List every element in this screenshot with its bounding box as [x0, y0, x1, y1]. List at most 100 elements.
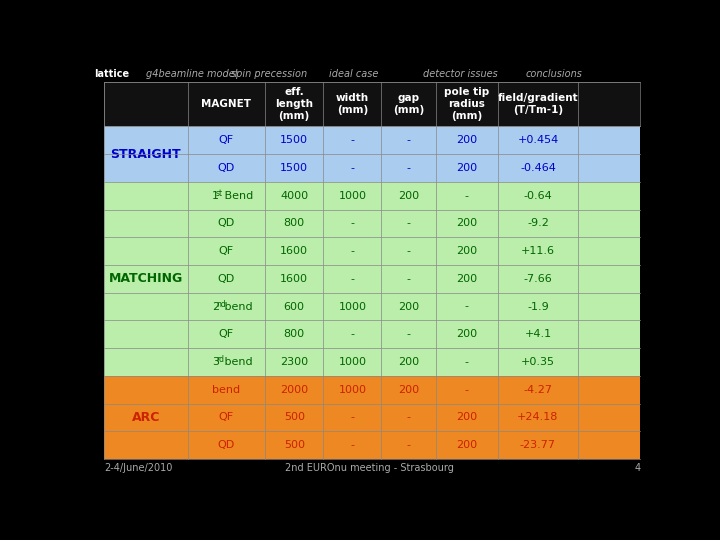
Text: width
(mm): width (mm)	[336, 93, 369, 115]
Bar	[104, 210, 640, 237]
Bar	[104, 431, 640, 459]
Text: bend: bend	[221, 357, 253, 367]
Text: -: -	[407, 440, 410, 450]
Text: 1500: 1500	[280, 163, 308, 173]
Text: 600: 600	[284, 301, 305, 312]
Text: -: -	[464, 384, 469, 395]
Text: -4.27: -4.27	[523, 384, 552, 395]
Text: -: -	[407, 218, 410, 228]
Text: -: -	[464, 357, 469, 367]
Text: -: -	[407, 329, 410, 339]
Bar	[104, 293, 640, 320]
Text: +11.6: +11.6	[521, 246, 555, 256]
Text: 200: 200	[456, 163, 477, 173]
Text: detector issues: detector issues	[423, 70, 498, 79]
Text: 3: 3	[212, 357, 219, 367]
Text: 1600: 1600	[280, 274, 308, 284]
Text: ARC: ARC	[132, 411, 160, 424]
Text: 500: 500	[284, 413, 305, 422]
Bar	[104, 126, 640, 154]
Text: 800: 800	[284, 218, 305, 228]
Bar	[104, 376, 640, 403]
Text: -: -	[351, 163, 354, 173]
Bar	[104, 237, 640, 265]
Text: 200: 200	[456, 218, 477, 228]
Bar	[104, 403, 640, 431]
Text: eff.
length
(mm): eff. length (mm)	[275, 87, 313, 120]
Text: 200: 200	[398, 191, 419, 201]
Text: 1000: 1000	[338, 191, 366, 201]
Text: 200: 200	[456, 440, 477, 450]
Text: QF: QF	[219, 329, 234, 339]
Text: -: -	[351, 440, 354, 450]
Text: 200: 200	[398, 384, 419, 395]
Text: 200: 200	[456, 413, 477, 422]
Text: 2: 2	[212, 301, 219, 312]
Bar	[104, 376, 188, 459]
Text: 4: 4	[634, 463, 640, 473]
Text: -: -	[464, 191, 469, 201]
Text: QF: QF	[219, 135, 234, 145]
Text: QF: QF	[219, 246, 234, 256]
Text: 2300: 2300	[280, 357, 308, 367]
Text: +0.35: +0.35	[521, 357, 555, 367]
Text: 1: 1	[212, 191, 219, 201]
Text: 2000: 2000	[280, 384, 308, 395]
Text: -9.2: -9.2	[527, 218, 549, 228]
Text: 200: 200	[398, 357, 419, 367]
Text: -: -	[351, 246, 354, 256]
Text: 1000: 1000	[338, 357, 366, 367]
Text: 1500: 1500	[280, 135, 308, 145]
Text: -: -	[464, 301, 469, 312]
Text: 2-4/June/2010: 2-4/June/2010	[104, 463, 172, 473]
Text: -: -	[407, 135, 410, 145]
Bar	[104, 265, 640, 293]
Text: -: -	[407, 163, 410, 173]
Text: -: -	[407, 274, 410, 284]
Text: -0.64: -0.64	[523, 191, 552, 201]
Text: 1600: 1600	[280, 246, 308, 256]
Text: 200: 200	[398, 301, 419, 312]
Text: -: -	[351, 413, 354, 422]
Text: MAGNET: MAGNET	[202, 99, 251, 109]
Text: ideal case: ideal case	[329, 70, 378, 79]
Text: conclusions: conclusions	[526, 70, 582, 79]
Bar	[104, 320, 640, 348]
Text: pole tip
radius
(mm): pole tip radius (mm)	[444, 87, 490, 120]
Text: -: -	[351, 135, 354, 145]
Text: bend: bend	[212, 384, 240, 395]
Text: 2nd EUROnu meeting - Strasbourg: 2nd EUROnu meeting - Strasbourg	[284, 463, 454, 473]
Text: -1.9: -1.9	[527, 301, 549, 312]
Text: +24.18: +24.18	[517, 413, 559, 422]
Text: QD: QD	[217, 218, 235, 228]
Text: rd: rd	[216, 355, 224, 364]
Text: 200: 200	[456, 329, 477, 339]
Text: STRAIGHT: STRAIGHT	[110, 147, 181, 160]
Text: +0.454: +0.454	[518, 135, 559, 145]
Text: 4000: 4000	[280, 191, 308, 201]
Text: 500: 500	[284, 440, 305, 450]
Text: -: -	[351, 274, 354, 284]
Bar	[104, 182, 640, 210]
Text: 200: 200	[456, 274, 477, 284]
Text: g4beamline model: g4beamline model	[145, 70, 238, 79]
Text: lattice: lattice	[94, 70, 129, 79]
Text: -: -	[351, 218, 354, 228]
Text: QD: QD	[217, 274, 235, 284]
Text: QD: QD	[217, 163, 235, 173]
Text: bend: bend	[221, 301, 253, 312]
Text: 1000: 1000	[338, 384, 366, 395]
Text: 1000: 1000	[338, 301, 366, 312]
Text: 200: 200	[456, 246, 477, 256]
Bar	[104, 154, 640, 182]
Bar	[104, 348, 640, 376]
Text: -: -	[407, 413, 410, 422]
Bar	[104, 182, 188, 376]
Text: 200: 200	[456, 135, 477, 145]
Text: MATCHING: MATCHING	[109, 272, 183, 285]
Text: nd: nd	[216, 300, 226, 309]
Text: QD: QD	[217, 440, 235, 450]
Text: field/gradient
(T/Tm-1): field/gradient (T/Tm-1)	[498, 93, 578, 115]
Text: -7.66: -7.66	[523, 274, 552, 284]
Text: -0.464: -0.464	[520, 163, 556, 173]
